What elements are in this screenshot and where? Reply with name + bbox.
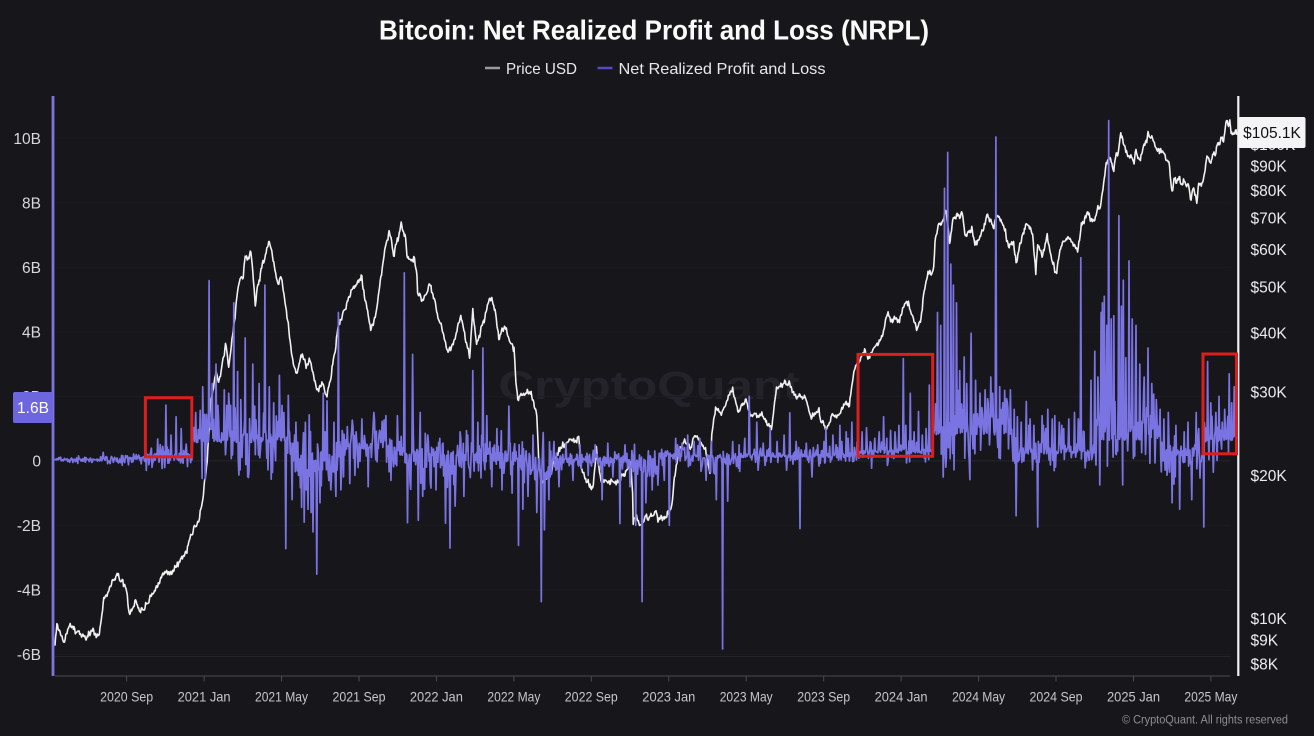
svg-text:1.6B: 1.6B — [17, 400, 49, 417]
svg-text:$80K: $80K — [1251, 183, 1288, 200]
svg-text:2020 Sep: 2020 Sep — [100, 689, 153, 705]
svg-text:2022 Sep: 2022 Sep — [565, 689, 618, 705]
svg-text:10B: 10B — [13, 131, 41, 148]
svg-text:© CryptoQuant. All rights rese: © CryptoQuant. All rights reserved — [1122, 715, 1288, 727]
svg-text:2023 Sep: 2023 Sep — [797, 689, 850, 705]
svg-text:6B: 6B — [22, 260, 41, 277]
svg-text:$90K: $90K — [1251, 159, 1288, 176]
svg-text:Bitcoin: Net Realized Profit a: Bitcoin: Net Realized Profit and Loss (N… — [379, 15, 929, 46]
svg-text:$30K: $30K — [1251, 385, 1288, 402]
svg-text:2022 May: 2022 May — [487, 689, 540, 705]
svg-text:8B: 8B — [22, 195, 41, 212]
svg-text:Price USD: Price USD — [506, 61, 577, 78]
svg-text:2022 Jan: 2022 Jan — [410, 689, 463, 705]
svg-text:-2B: -2B — [17, 518, 41, 535]
svg-text:$70K: $70K — [1251, 210, 1288, 227]
svg-text:2021 May: 2021 May — [255, 689, 308, 705]
svg-text:Net Realized Profit and Loss: Net Realized Profit and Loss — [619, 61, 826, 78]
svg-text:$105.1K: $105.1K — [1243, 125, 1301, 142]
svg-text:$20K: $20K — [1251, 468, 1288, 485]
svg-text:-4B: -4B — [17, 583, 41, 600]
svg-text:2025 May: 2025 May — [1184, 689, 1237, 705]
svg-text:$40K: $40K — [1251, 326, 1288, 343]
svg-text:4B: 4B — [22, 325, 41, 342]
svg-text:-6B: -6B — [17, 647, 41, 664]
svg-text:2023 May: 2023 May — [720, 689, 773, 705]
svg-text:2021 Jan: 2021 Jan — [178, 689, 231, 705]
svg-text:$8K: $8K — [1251, 657, 1279, 674]
svg-text:$10K: $10K — [1251, 611, 1288, 628]
svg-text:2021 Sep: 2021 Sep — [333, 689, 386, 705]
svg-text:2025 Jan: 2025 Jan — [1107, 689, 1160, 705]
svg-text:2024 Jan: 2024 Jan — [875, 689, 928, 705]
svg-text:CryptoQuant: CryptoQuant — [499, 364, 800, 408]
svg-text:$50K: $50K — [1251, 280, 1288, 297]
svg-text:2024 Sep: 2024 Sep — [1030, 689, 1083, 705]
svg-text:0: 0 — [32, 454, 41, 471]
svg-text:2023 Jan: 2023 Jan — [642, 689, 695, 705]
svg-text:$60K: $60K — [1251, 242, 1288, 259]
svg-text:$9K: $9K — [1251, 633, 1279, 650]
svg-text:2024 May: 2024 May — [952, 689, 1005, 705]
